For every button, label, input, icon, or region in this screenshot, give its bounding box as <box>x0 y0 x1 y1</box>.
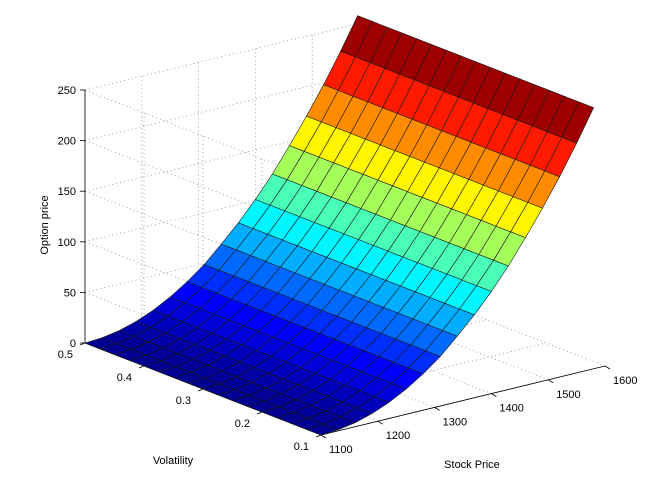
z-tick-label: 50 <box>64 287 76 299</box>
z-tick-label: 100 <box>58 237 76 249</box>
y-tick-label: 0.5 <box>58 349 73 361</box>
z-tick-label: 200 <box>58 136 76 148</box>
y-tick-mark <box>256 411 263 415</box>
y-tick-mark <box>138 365 145 369</box>
y-axis-label: Volatility <box>153 455 194 467</box>
y-tick-label: 0.3 <box>176 395 191 407</box>
x-tick-label: 1400 <box>499 403 523 415</box>
x-axis-label: Stock Price <box>444 459 500 471</box>
x-tick-mark <box>320 434 327 439</box>
back-wall-grid-line <box>84 71 370 141</box>
x-tick-mark <box>547 379 554 384</box>
y-tick-mark <box>315 434 322 438</box>
x-tick-mark <box>434 407 440 411</box>
y-tick-label: 0.2 <box>235 418 250 430</box>
tick-labels: 1100 1200 1300 1400 1500 1600 0.1 0.2 0.3 0.4 0.50… <box>58 85 638 456</box>
z-tick-label: 0 <box>70 338 76 350</box>
x-tick-label: 1300 <box>443 416 467 428</box>
surface-mesh <box>84 15 594 436</box>
x-tick-label: 1500 <box>556 389 580 401</box>
z-tick-label: 150 <box>58 186 76 198</box>
x-tick-label: 1200 <box>386 430 410 442</box>
x-axis-line <box>320 365 606 436</box>
back-wall-grid-line <box>84 172 370 243</box>
surface-cell <box>561 101 594 144</box>
x-tick-label: 1600 <box>613 375 637 387</box>
y-tick-label: 0.4 <box>117 372 132 384</box>
x-tick-mark <box>377 420 384 425</box>
y-tick-mark <box>197 388 204 392</box>
z-tick-label: 250 <box>58 85 76 97</box>
x-tick-mark <box>491 393 497 397</box>
y-tick-label: 0.1 <box>294 441 309 453</box>
back-wall-grid-line <box>84 121 370 192</box>
back-wall-grid-line <box>84 20 370 91</box>
x-tick-label: 1100 <box>329 444 353 456</box>
z-axis-label: Option price <box>39 195 51 254</box>
x-tick-mark <box>604 365 611 370</box>
back-wall-grid-line <box>84 223 370 293</box>
